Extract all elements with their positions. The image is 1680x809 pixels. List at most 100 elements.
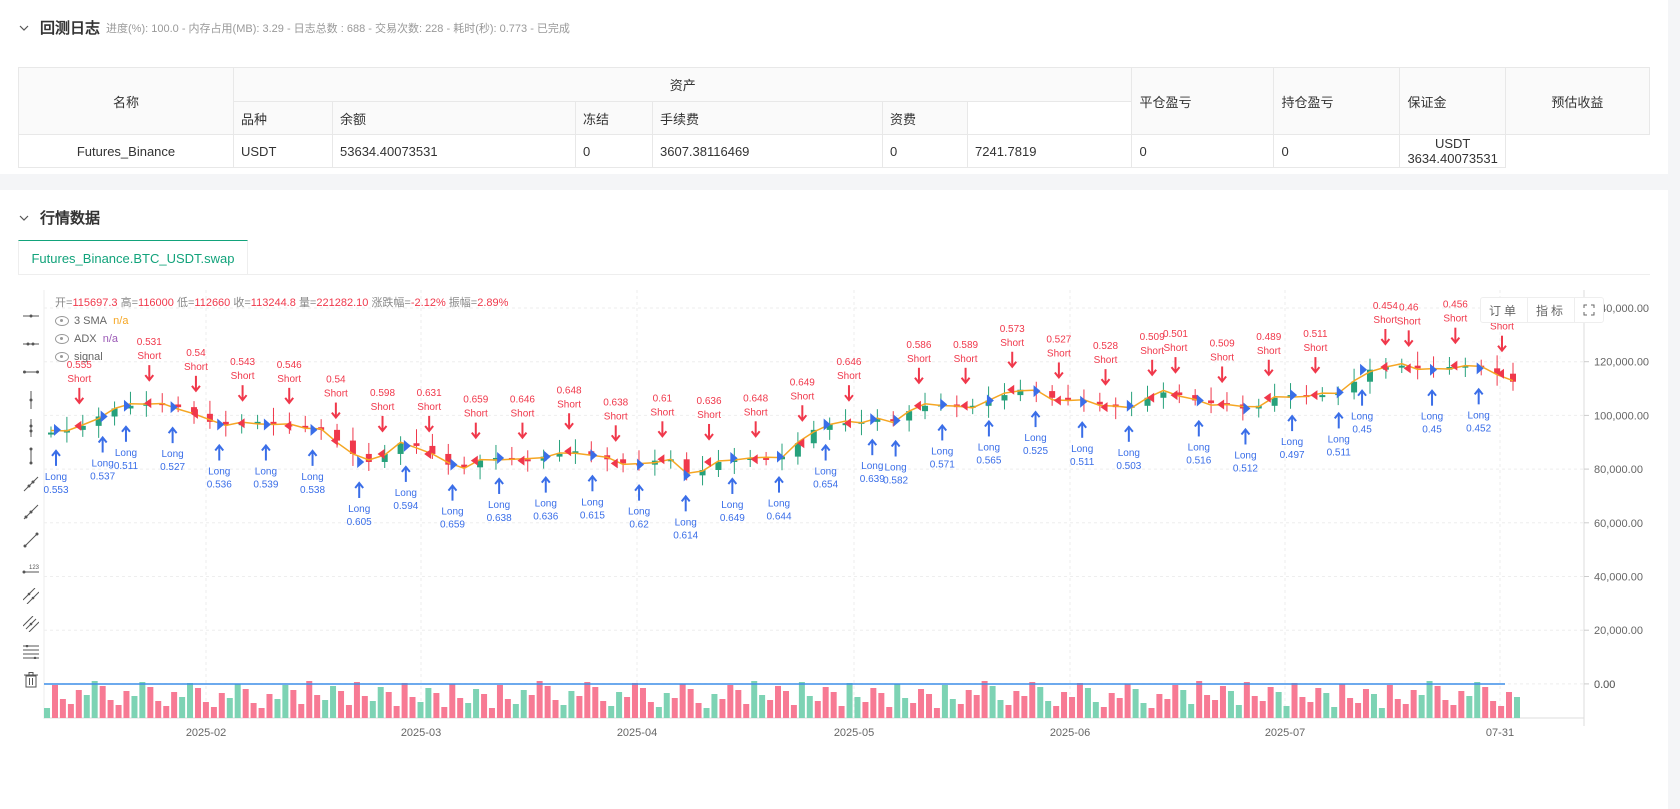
backtest-log-title: 回测日志	[40, 20, 101, 37]
svg-text:0.512: 0.512	[1233, 463, 1258, 474]
svg-text:Short: Short	[1443, 314, 1467, 325]
vertical-line-icon[interactable]	[20, 386, 42, 414]
svg-text:Long: Long	[301, 472, 323, 483]
horizontal-line-icon[interactable]	[20, 302, 42, 330]
col-balance: 余额	[332, 101, 576, 135]
parallel-channel-icon[interactable]	[20, 582, 42, 610]
legend-item-adx[interactable]: ADX n/a	[55, 330, 508, 348]
svg-text:0.531: 0.531	[137, 337, 162, 348]
eye-icon[interactable]	[55, 316, 69, 326]
svg-text:0.543: 0.543	[230, 357, 255, 368]
cell-margin: 0	[1273, 134, 1401, 168]
svg-text:0.511: 0.511	[1070, 457, 1095, 468]
legend-item-sma[interactable]: 3 SMA n/a	[55, 312, 508, 330]
svg-text:0.639: 0.639	[860, 474, 885, 485]
svg-text:Short: Short	[790, 391, 814, 402]
svg-text:Long: Long	[1328, 434, 1350, 445]
svg-text:0.62: 0.62	[629, 520, 649, 531]
svg-text:0.00: 0.00	[1594, 679, 1615, 691]
cell-frozen: 0	[575, 134, 653, 168]
backtest-log-meta: 进度(%): 100.0 - 内存占用(MB): 3.29 - 日志总数 : 6…	[106, 22, 570, 35]
market-data-panel: 行情数据 Futures_Binance.BTC_USDT.swap 123 1…	[0, 190, 1668, 809]
svg-text:0.527: 0.527	[160, 462, 185, 473]
svg-text:Long: Long	[931, 446, 953, 457]
multi-parallel-icon[interactable]	[20, 610, 42, 638]
time-axis: 2025-02 2025-03 2025-04 2025-05 2025-06 2025-…	[186, 727, 1514, 739]
drawing-toolbar: 123	[20, 302, 42, 694]
horizontal-segment-icon[interactable]	[20, 358, 42, 386]
candlestick-chart[interactable]: 140,000.00 120,000.00 100,000.00 80,000.00 6…	[0, 190, 1668, 809]
svg-text:0.511: 0.511	[1327, 447, 1352, 458]
svg-text:Long: Long	[488, 500, 510, 511]
price-line-icon[interactable]: 123	[20, 554, 42, 582]
svg-text:0.525: 0.525	[1023, 446, 1048, 457]
svg-text:0.501: 0.501	[1163, 329, 1188, 340]
svg-text:Short: Short	[1047, 348, 1071, 359]
eye-icon[interactable]	[55, 352, 69, 362]
price-axis: 140,000.00 120,000.00 100,000.00 80,000.00 6…	[1584, 303, 1649, 691]
trade-signals: Long0.5530.555ShortLong0.537Long0.5110.5…	[43, 300, 1514, 542]
svg-text:0.582: 0.582	[883, 476, 908, 487]
svg-text:0.598: 0.598	[370, 388, 395, 399]
svg-text:Long: Long	[581, 497, 603, 508]
svg-text:0.454: 0.454	[1373, 301, 1398, 312]
svg-text:0.565: 0.565	[976, 455, 1001, 466]
svg-text:0.594: 0.594	[393, 501, 418, 512]
eye-icon[interactable]	[55, 334, 69, 344]
svg-text:0.511: 0.511	[114, 461, 139, 472]
cell-fee: 3607.38116469	[652, 134, 883, 168]
indicators-button[interactable]: 指标	[1528, 298, 1576, 322]
svg-text:0.614: 0.614	[673, 530, 698, 541]
backtest-log-header[interactable]: 回测日志 进度(%): 100.0 - 内存占用(MB): 3.29 - 日志总…	[18, 17, 570, 38]
svg-text:Long: Long	[1421, 412, 1443, 423]
ohlc-change: -2.12%	[410, 297, 446, 309]
svg-text:Short: Short	[837, 371, 861, 382]
svg-text:0.46: 0.46	[1399, 302, 1419, 313]
svg-text:Short: Short	[510, 409, 534, 420]
col-closed-pnl: 平仓盈亏	[1131, 67, 1275, 135]
svg-text:0.00: 0.00	[1594, 679, 1615, 691]
cell-position-pnl: 0	[1131, 134, 1275, 168]
svg-text:0.497: 0.497	[1280, 450, 1305, 461]
chart-legend: 开= 115697.3 高= 116000 低= 112660 收= 113244.8 …	[55, 294, 508, 366]
svg-text:0.527: 0.527	[1046, 334, 1071, 345]
svg-text:Short: Short	[1210, 352, 1234, 363]
tab-btc-usdt-swap[interactable]: Futures_Binance.BTC_USDT.swap	[18, 240, 248, 275]
horizontal-ray-icon[interactable]	[20, 330, 42, 358]
vertical-segment-icon[interactable]	[20, 442, 42, 470]
market-data-header[interactable]: 行情数据	[18, 207, 100, 228]
segment-line-icon[interactable]	[20, 526, 42, 554]
svg-text:2025-02: 2025-02	[186, 727, 226, 739]
svg-text:Short: Short	[907, 354, 931, 365]
fibonacci-icon[interactable]	[20, 638, 42, 666]
chevron-down-icon[interactable]	[18, 212, 30, 224]
expand-icon[interactable]	[1575, 298, 1603, 322]
trend-line-icon[interactable]	[20, 470, 42, 498]
svg-text:Short: Short	[417, 402, 441, 413]
svg-text:0.509: 0.509	[1140, 332, 1165, 343]
ohlc-readout: 开= 115697.3 高= 116000 低= 112660 收= 113244.8 …	[55, 294, 508, 312]
svg-text:0.539: 0.539	[253, 480, 278, 491]
svg-text:Long: Long	[161, 449, 183, 460]
legend-item-signal[interactable]: signal	[55, 348, 508, 366]
svg-text:Short: Short	[954, 354, 978, 365]
vertical-ray-icon[interactable]	[20, 414, 42, 442]
svg-text:Long: Long	[884, 463, 906, 474]
svg-text:Short: Short	[744, 407, 768, 418]
ray-line-icon[interactable]	[20, 498, 42, 526]
col-est-profit: 预估收益	[1504, 67, 1651, 135]
svg-text:Short: Short	[1397, 316, 1421, 327]
svg-text:Long: Long	[1234, 450, 1256, 461]
svg-text:120,000.00: 120,000.00	[1594, 357, 1649, 369]
svg-text:Long: Long	[45, 472, 67, 483]
svg-text:0.589: 0.589	[953, 340, 978, 351]
svg-text:0.538: 0.538	[300, 485, 325, 496]
cell-symbol: USDT	[233, 134, 333, 168]
svg-text:60,000.00: 60,000.00	[1594, 518, 1643, 530]
svg-text:0.54: 0.54	[186, 348, 206, 359]
svg-text:Long: Long	[1118, 448, 1140, 459]
orders-button[interactable]: 订单	[1481, 298, 1529, 322]
svg-text:Long: Long	[721, 500, 743, 511]
chevron-down-icon[interactable]	[18, 22, 30, 34]
trash-icon[interactable]	[20, 666, 42, 694]
